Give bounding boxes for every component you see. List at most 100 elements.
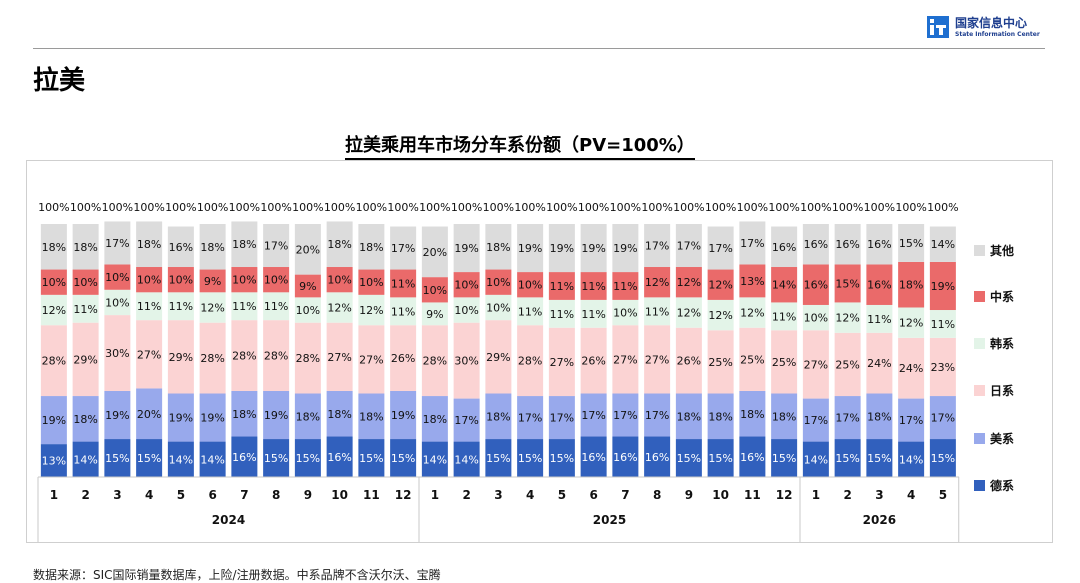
bar-segment: [580, 299, 607, 328]
data-label: 25%: [772, 356, 796, 369]
data-label: 26%: [581, 355, 605, 368]
legend-label: 美系: [990, 431, 1014, 446]
bar-segment: [231, 390, 258, 437]
bar-segment: [421, 226, 448, 278]
bar-segment: [294, 322, 321, 394]
bar-segment: [421, 396, 448, 442]
bar-segment: [40, 444, 67, 477]
data-label: 11%: [391, 305, 415, 318]
data-label: 15%: [296, 452, 320, 465]
data-label: 12%: [899, 317, 923, 330]
bar-segment: [517, 272, 544, 298]
legend-swatch: [974, 385, 985, 396]
legend-swatch: [974, 291, 985, 302]
bar-segment: [802, 441, 829, 477]
x-tick-label: 12: [776, 488, 793, 502]
bar-segment: [326, 390, 353, 437]
bar-segment: [453, 398, 480, 442]
data-label: 20%: [137, 408, 161, 421]
bar-segment: [72, 224, 99, 270]
bar-segment: [390, 325, 417, 391]
bar-segment: [675, 267, 702, 298]
bar-segment: [294, 393, 321, 440]
legend-swatch: [974, 433, 985, 444]
data-label: 19%: [169, 412, 193, 425]
data-label: 15%: [359, 452, 383, 465]
legend-label: 日系: [990, 383, 1014, 398]
data-label: 11%: [772, 310, 796, 323]
data-label: 15%: [264, 452, 288, 465]
data-label: 10%: [264, 274, 288, 287]
bar-segment: [72, 294, 99, 323]
data-label: 11%: [518, 305, 542, 318]
total-label: 100%: [895, 201, 926, 214]
data-label: 18%: [232, 238, 256, 251]
bar-segment: [929, 226, 956, 262]
bar-segment: [802, 264, 829, 305]
x-tick-label: 4: [526, 488, 534, 502]
x-tick-label: 1: [812, 488, 820, 502]
data-label: 15%: [518, 452, 542, 465]
data-label: 9%: [426, 308, 443, 321]
data-label: 18%: [867, 410, 891, 423]
bar-segment: [358, 439, 385, 477]
bar-segment: [644, 267, 671, 298]
data-label: 11%: [169, 300, 193, 313]
bar-segment: [231, 221, 258, 268]
total-label: 100%: [133, 201, 164, 214]
bar-segment: [104, 390, 131, 440]
data-label: 12%: [327, 301, 351, 314]
state-information-center-logo: 国家信息中心 State Information Center: [927, 14, 1047, 42]
data-label: 29%: [169, 351, 193, 364]
bar-segment: [612, 436, 639, 477]
chart-frame: 13% 14% 15% 15% 14% 14% 16% 15% 15% 16% 15% 15% 14% 1…: [26, 160, 1053, 543]
data-label: 17%: [677, 240, 701, 253]
legend-label: 韩系: [990, 336, 1014, 351]
data-label: 18%: [137, 238, 161, 251]
x-tick-label: 4: [907, 488, 915, 502]
bar-segment: [263, 267, 290, 293]
x-tick-label: 8: [653, 488, 661, 502]
bar-segment: [771, 393, 798, 440]
total-label: 100%: [514, 201, 545, 214]
bar-segment: [802, 224, 829, 265]
data-label: 25%: [740, 353, 764, 366]
data-label: 18%: [42, 241, 66, 254]
bar-segment: [548, 272, 575, 300]
legend-swatch: [974, 480, 985, 491]
bar-segment: [866, 224, 893, 265]
bar-segment: [453, 224, 480, 273]
bar-segment: [548, 224, 575, 273]
data-label: 16%: [835, 238, 859, 251]
data-label: 18%: [486, 410, 510, 423]
data-label: 27%: [645, 353, 669, 366]
x-group-label: 2026: [863, 513, 896, 527]
data-label: 13%: [42, 455, 66, 468]
legend-label: 中系: [990, 289, 1014, 304]
logo-text-en: State Information Center: [955, 31, 1040, 38]
bar-segment: [104, 264, 131, 290]
data-label: 16%: [327, 451, 351, 464]
data-label: 18%: [200, 241, 224, 254]
bar-segment: [421, 302, 448, 326]
data-label: 28%: [200, 352, 224, 365]
bar-segment: [644, 393, 671, 437]
bar-segment: [40, 325, 67, 397]
data-label: 19%: [391, 409, 415, 422]
data-label: 17%: [550, 412, 574, 425]
bar-segment: [40, 224, 67, 270]
stacked-bar-chart: 13% 14% 15% 15% 14% 14% 16% 15% 15% 16% 15% 15% 14% 1…: [37, 201, 1014, 542]
data-label: 11%: [550, 280, 574, 293]
data-label: 15%: [772, 452, 796, 465]
data-label: 12%: [835, 312, 859, 325]
data-label: 10%: [42, 276, 66, 289]
bar-segment: [40, 269, 67, 295]
bar-segment: [358, 269, 385, 295]
x-tick-label: 4: [145, 488, 153, 502]
data-label: 23%: [931, 361, 955, 374]
bar-segment: [294, 297, 321, 323]
bar-segment: [199, 224, 226, 270]
data-label: 18%: [327, 408, 351, 421]
data-label: 29%: [73, 353, 97, 366]
bar-segment: [644, 325, 671, 394]
